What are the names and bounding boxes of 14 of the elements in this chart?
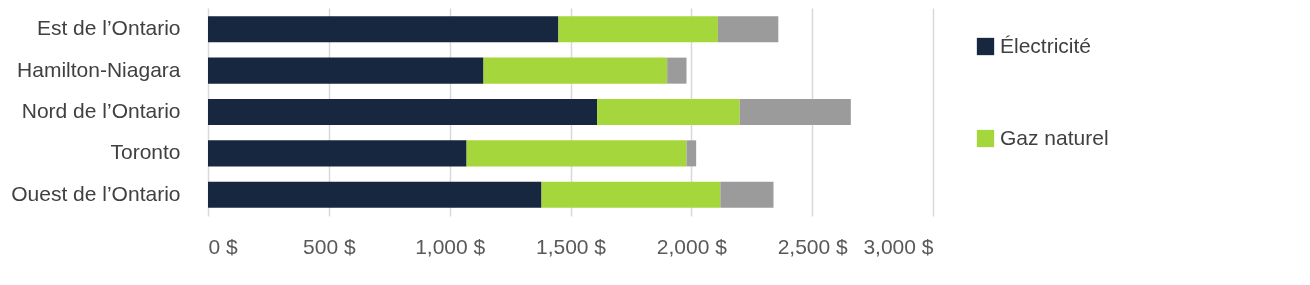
y-tick-label: Ouest de l’Ontario (11, 181, 181, 205)
legend-label: Gaz naturel (1000, 125, 1109, 149)
y-tick-label: Nord de l’Ontario (21, 99, 181, 122)
x-tick-label: 1,000 $ (415, 234, 486, 258)
y-tick-label: Hamilton-Niagara (17, 57, 181, 81)
x-tick-label: 3,000 $ (863, 234, 934, 258)
x-tick-label: 1,500 $ (535, 234, 607, 258)
legend-label: Électricité (1000, 33, 1092, 57)
y-tick-label: Toronto (110, 140, 181, 164)
x-tick-label: 500 $ (303, 234, 356, 258)
x-tick-label: 0 $ (208, 234, 239, 258)
y-tick-label: Est de l’Ontario (36, 16, 181, 40)
x-tick-label: 2,000 $ (656, 234, 728, 258)
x-tick-label: 2,500 $ (777, 234, 849, 258)
